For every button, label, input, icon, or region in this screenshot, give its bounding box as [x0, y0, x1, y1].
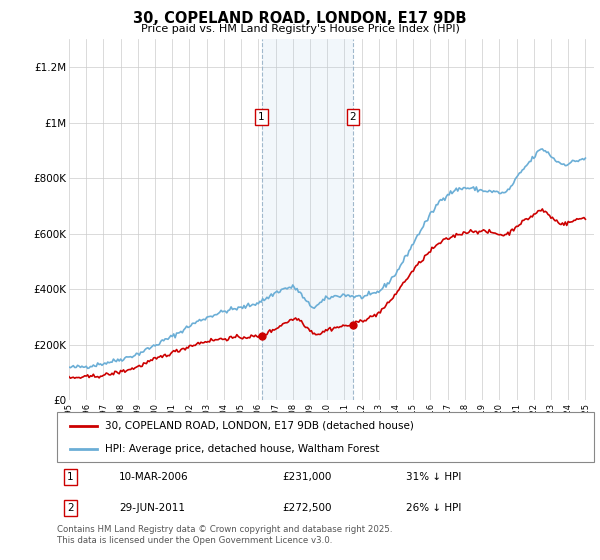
FancyBboxPatch shape — [57, 412, 594, 462]
Text: 26% ↓ HPI: 26% ↓ HPI — [406, 503, 461, 514]
Text: 1: 1 — [67, 472, 74, 482]
Text: 10-MAR-2006: 10-MAR-2006 — [119, 472, 188, 482]
Bar — [262, 39, 353, 400]
Text: Price paid vs. HM Land Registry's House Price Index (HPI): Price paid vs. HM Land Registry's House … — [140, 24, 460, 34]
Text: £231,000: £231,000 — [283, 472, 332, 482]
Text: 1: 1 — [259, 112, 265, 122]
Text: 2: 2 — [67, 503, 74, 514]
Text: 30, COPELAND ROAD, LONDON, E17 9DB (detached house): 30, COPELAND ROAD, LONDON, E17 9DB (deta… — [106, 421, 414, 431]
Text: Contains HM Land Registry data © Crown copyright and database right 2025.
This d: Contains HM Land Registry data © Crown c… — [57, 525, 392, 545]
Text: 31% ↓ HPI: 31% ↓ HPI — [406, 472, 461, 482]
Text: £272,500: £272,500 — [283, 503, 332, 514]
Text: 2: 2 — [350, 112, 356, 122]
Text: 30, COPELAND ROAD, LONDON, E17 9DB: 30, COPELAND ROAD, LONDON, E17 9DB — [133, 11, 467, 26]
Text: HPI: Average price, detached house, Waltham Forest: HPI: Average price, detached house, Walt… — [106, 445, 380, 454]
Text: 29-JUN-2011: 29-JUN-2011 — [119, 503, 185, 514]
